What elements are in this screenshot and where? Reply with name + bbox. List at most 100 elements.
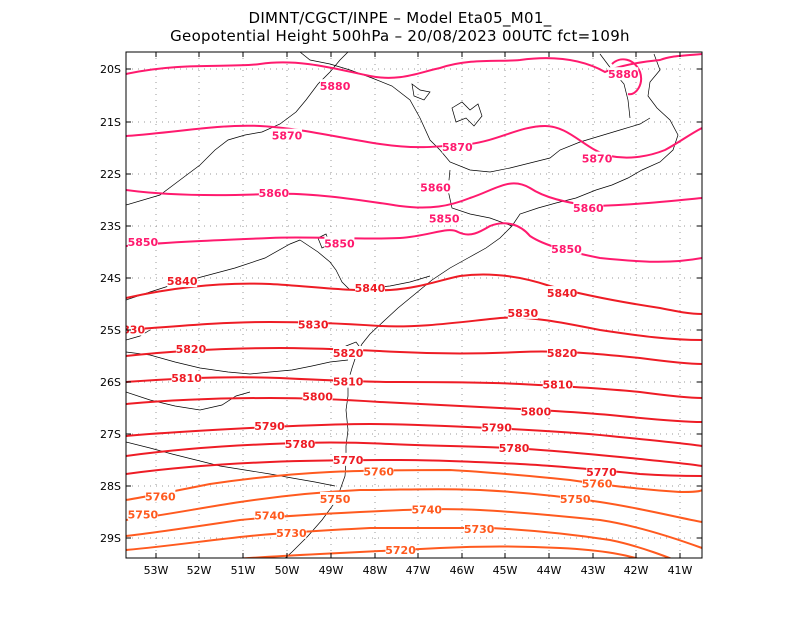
contour-label-bg [442,140,473,154]
contour-label-bg [551,241,582,255]
contour-label-5850: 5850 [324,238,355,251]
contour-label-bg [385,542,416,556]
contour-label-5780: 5780 [285,438,316,451]
contour-label-bg [586,464,617,478]
contour-5810 [126,376,702,399]
contour-label-bg [608,67,639,81]
contour-label-5870: 5870 [442,141,473,154]
contour-label-bg [127,235,158,249]
state-border-pr-sc [126,351,349,375]
contour-5790 [126,422,702,447]
contour-label-bg [481,420,512,434]
contour-5830 [126,316,702,341]
state-border-ms-sp [126,52,349,206]
contour-5770 [126,458,702,477]
contour-label-5820: 5820 [176,343,207,356]
state-border-mg-es [599,53,631,119]
tick-marks [126,52,702,558]
lon-label-42W: 42W [624,564,649,577]
contour-label-bg [499,440,530,454]
contour-label-5860: 5860 [420,181,451,194]
contour-label-bg [175,341,206,355]
chart-title-line1: DIMNT/CGCT/INPE – Model Eta05_M01_ [248,9,552,27]
map-frame [125,51,703,559]
contour-label-bg [333,452,364,466]
contour-label-bg [547,286,578,300]
contour-label-bg [302,389,333,403]
contour-5780 [126,441,702,467]
state-border-pr-sp [299,239,431,291]
contour-5800 [126,396,702,423]
contour-label-5830: 5830 [114,324,145,337]
lon-label-43W: 43W [581,564,606,577]
contour-5760 [126,468,702,501]
contour-label-5760: 5760 [582,477,613,490]
contour-label-bg [167,274,198,288]
contour-label-bg [333,345,364,359]
contour-label-5760: 5760 [363,465,394,478]
gridlines [126,52,702,558]
contour-label-bg [272,128,303,142]
lon-label-53W: 53W [144,564,169,577]
lon-label-45W: 45W [493,564,518,577]
lon-label-47W: 47W [406,564,431,577]
contour-5880 [126,53,702,79]
contour-5850 [126,222,702,263]
contour-label-5840: 5840 [167,275,198,288]
contour-5840 [126,273,702,315]
contour-5820 [126,346,702,365]
national-border-argentina [126,391,251,411]
contour-label-5740: 5740 [411,503,442,516]
contour-label-bg [507,305,538,319]
contour-label-bg [560,491,591,505]
contour-label-5770: 5770 [333,454,364,467]
lat-label-26S: 26S [100,376,121,389]
contour-label-bg [573,201,604,215]
national-border-paraguay [126,329,151,341]
contour-label-5720: 5720 [385,544,416,557]
lon-label-41W: 41W [668,564,693,577]
contour-label-5820: 5820 [333,347,364,360]
contour-label-5870: 5870 [272,130,303,143]
height-contours [126,53,702,558]
contour-5750 [126,488,702,523]
contour-label-5770: 5770 [586,466,617,479]
contour-label-bg [547,345,578,359]
lat-label-20S: 20S [100,63,121,76]
contour-label-bg [411,502,442,516]
lon-label-49W: 49W [319,564,344,577]
contour-5720 [234,545,640,558]
contour-label-5750: 5750 [128,509,159,522]
latitude-labels: 20S 21S 22S 23S 24S 25S 26S 27S 28S 29S [100,63,121,545]
contour-label-bg [354,280,385,294]
lat-label-28S: 28S [100,480,121,493]
lon-label-48W: 48W [363,564,388,577]
coastline [284,53,679,558]
contour-label-5790: 5790 [254,420,285,433]
contour-label-bg [324,236,355,250]
chart-title-line2: Geopotential Height 500hPa – 20/08/2023 … [170,27,630,45]
contour-label-bg [258,186,289,200]
contour-label-bg [582,476,613,490]
reservoir-mg [411,83,431,101]
longitude-labels: 53W 52W 51W 50W 49W 48W 47W 46W 45W 44W … [144,564,693,577]
lon-label-44W: 44W [537,564,562,577]
contour-label-5790: 5790 [481,422,512,435]
contour-label-bg [464,522,495,536]
contour-label-5810: 5810 [333,376,364,389]
contour-label-5850: 5850 [429,213,460,226]
lat-label-22S: 22S [100,168,121,181]
contour-label-bg [429,211,460,225]
contour-label-5800: 5800 [302,390,333,403]
contour-label-5880: 5880 [320,80,351,93]
contour-label-5840: 5840 [547,287,578,300]
contour-label-bg [420,180,451,194]
contour-label-bg [276,525,307,539]
contour-label-5760: 5760 [145,490,176,503]
contour-label-5860: 5860 [259,187,290,200]
lon-label-52W: 52W [187,564,212,577]
contour-label-5860: 5860 [573,202,604,215]
contour-label-5730: 5730 [276,527,307,540]
contour-label-5810: 5810 [171,372,202,385]
